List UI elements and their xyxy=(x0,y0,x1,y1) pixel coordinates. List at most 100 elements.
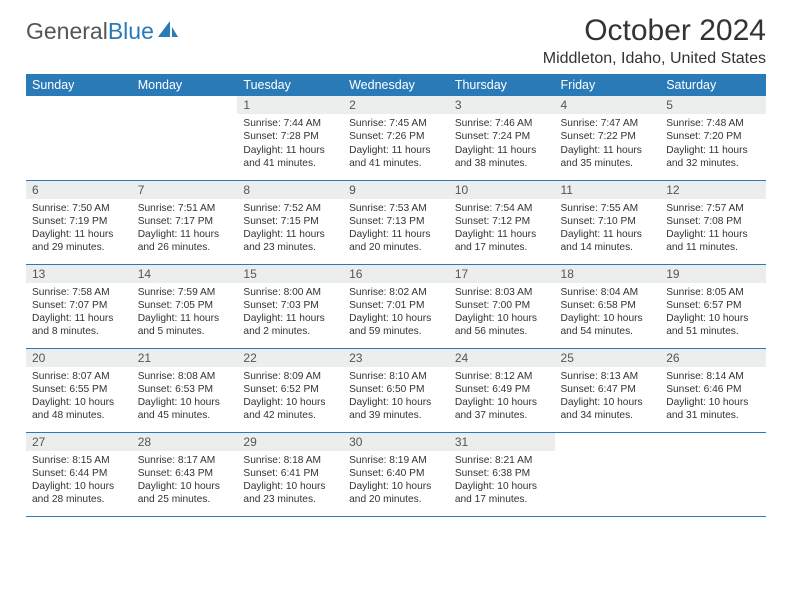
daylight-line: Daylight: 11 hours and 35 minutes. xyxy=(561,144,655,171)
day-body: Sunrise: 7:47 AMSunset: 7:22 PMDaylight:… xyxy=(555,114,661,174)
day-number: 30 xyxy=(343,433,449,451)
calendar-cell: 12Sunrise: 7:57 AMSunset: 7:08 PMDayligh… xyxy=(660,180,766,264)
sunset-line: Sunset: 7:10 PM xyxy=(561,215,655,228)
daylight-line: Daylight: 10 hours and 59 minutes. xyxy=(349,312,443,339)
day-body: Sunrise: 7:52 AMSunset: 7:15 PMDaylight:… xyxy=(237,199,343,259)
sunrise-line: Sunrise: 8:04 AM xyxy=(561,286,655,299)
daylight-line: Daylight: 10 hours and 51 minutes. xyxy=(666,312,760,339)
calendar-cell: 30Sunrise: 8:19 AMSunset: 6:40 PMDayligh… xyxy=(343,432,449,516)
sunset-line: Sunset: 7:07 PM xyxy=(32,299,126,312)
daylight-line: Daylight: 10 hours and 34 minutes. xyxy=(561,396,655,423)
calendar-row: 6 Sunrise: 7:50 AMSunset: 7:19 PM Daylight… xyxy=(26,180,766,264)
month-title: October 2024 xyxy=(543,14,766,48)
calendar-cell: 24Sunrise: 8:12 AMSunset: 6:49 PMDayligh… xyxy=(449,348,555,432)
sunset-line: Sunset: 6:38 PM xyxy=(455,467,549,480)
daylight-line: Daylight: 11 hours and 41 minutes. xyxy=(349,144,443,171)
sunrise-line: Sunrise: 8:05 AM xyxy=(666,286,760,299)
daylight-line: Daylight: 11 hours and 8 minutes. xyxy=(32,312,126,339)
sunrise-line: Sunrise: 8:09 AM xyxy=(243,370,337,383)
sunset-line: Sunset: 6:43 PM xyxy=(138,467,232,480)
day-body: Sunrise: 8:17 AMSunset: 6:43 PMDaylight:… xyxy=(132,451,238,511)
sunset-line: Sunset: 6:49 PM xyxy=(455,383,549,396)
calendar-cell: 3Sunrise: 7:46 AMSunset: 7:24 PMDaylight… xyxy=(449,96,555,180)
sunset-line: Sunset: 6:57 PM xyxy=(666,299,760,312)
day-number: 5 xyxy=(660,96,766,114)
day-number: 16 xyxy=(343,265,449,283)
calendar-row: 1Sunrise: 7:44 AMSunset: 7:28 PMDaylight… xyxy=(26,96,766,180)
calendar-cell: 14Sunrise: 7:59 AMSunset: 7:05 PMDayligh… xyxy=(132,264,238,348)
calendar-cell xyxy=(132,96,238,180)
day-body: Sunrise: 8:08 AMSunset: 6:53 PMDaylight:… xyxy=(132,367,238,427)
sunset-line: Sunset: 7:08 PM xyxy=(666,215,760,228)
sunset-line: Sunset: 7:12 PM xyxy=(455,215,549,228)
calendar-cell xyxy=(26,96,132,180)
day-body: Sunrise: 8:10 AMSunset: 6:50 PMDaylight:… xyxy=(343,367,449,427)
sunset-line: Sunset: 7:19 PM xyxy=(32,215,126,228)
day-number: 22 xyxy=(237,349,343,367)
day-body: Sunrise: 8:15 AMSunset: 6:44 PMDaylight:… xyxy=(26,451,132,511)
daylight-line: Daylight: 10 hours and 17 minutes. xyxy=(455,480,549,507)
calendar-cell: 25Sunrise: 8:13 AMSunset: 6:47 PMDayligh… xyxy=(555,348,661,432)
day-header: Tuesday xyxy=(237,74,343,96)
calendar-cell: 27Sunrise: 8:15 AMSunset: 6:44 PMDayligh… xyxy=(26,432,132,516)
day-body: Sunrise: 8:13 AMSunset: 6:47 PMDaylight:… xyxy=(555,367,661,427)
sunset-line: Sunset: 7:20 PM xyxy=(666,130,760,143)
sunset-line: Sunset: 6:44 PM xyxy=(32,467,126,480)
daylight-line: Daylight: 10 hours and 42 minutes. xyxy=(243,396,337,423)
day-number: 25 xyxy=(555,349,661,367)
daylight-line: Daylight: 11 hours and 11 minutes. xyxy=(666,228,760,255)
daylight-line: Daylight: 11 hours and 23 minutes. xyxy=(243,228,337,255)
daylight-line: Daylight: 10 hours and 54 minutes. xyxy=(561,312,655,339)
day-body: Sunrise: 8:07 AMSunset: 6:55 PMDaylight:… xyxy=(26,367,132,427)
sunset-line: Sunset: 6:40 PM xyxy=(349,467,443,480)
sunset-line: Sunset: 7:22 PM xyxy=(561,130,655,143)
sunrise-line: Sunrise: 7:46 AM xyxy=(455,117,549,130)
sunset-line: Sunset: 7:13 PM xyxy=(349,215,443,228)
sunrise-line: Sunrise: 8:13 AM xyxy=(561,370,655,383)
daylight-line: Daylight: 11 hours and 14 minutes. xyxy=(561,228,655,255)
calendar-cell: 7Sunrise: 7:51 AMSunset: 7:17 PMDaylight… xyxy=(132,180,238,264)
calendar-cell xyxy=(555,432,661,516)
sunrise-line: Sunrise: 8:07 AM xyxy=(32,370,126,383)
day-number: 24 xyxy=(449,349,555,367)
daylight-line: Daylight: 11 hours and 17 minutes. xyxy=(455,228,549,255)
day-header: Wednesday xyxy=(343,74,449,96)
sunrise-line: Sunrise: 8:02 AM xyxy=(349,286,443,299)
daylight-line: Daylight: 11 hours and 32 minutes. xyxy=(666,144,760,171)
sunrise-line: Sunrise: 7:50 AM xyxy=(32,202,126,215)
day-body: Sunrise: 8:02 AMSunset: 7:01 PMDaylight:… xyxy=(343,283,449,343)
day-number: 14 xyxy=(132,265,238,283)
sunrise-line: Sunrise: 7:47 AM xyxy=(561,117,655,130)
sunset-line: Sunset: 6:53 PM xyxy=(138,383,232,396)
day-number: 23 xyxy=(343,349,449,367)
calendar-row: 13Sunrise: 7:58 AMSunset: 7:07 PMDayligh… xyxy=(26,264,766,348)
day-body: Sunrise: 7:58 AMSunset: 7:07 PMDaylight:… xyxy=(26,283,132,343)
day-body: Sunrise: 7:45 AMSunset: 7:26 PMDaylight:… xyxy=(343,114,449,174)
day-body: Sunrise: 8:09 AMSunset: 6:52 PMDaylight:… xyxy=(237,367,343,427)
day-number: 26 xyxy=(660,349,766,367)
calendar-cell: 2Sunrise: 7:45 AMSunset: 7:26 PMDaylight… xyxy=(343,96,449,180)
calendar-cell: 23Sunrise: 8:10 AMSunset: 6:50 PMDayligh… xyxy=(343,348,449,432)
calendar-cell: 10Sunrise: 7:54 AMSunset: 7:12 PMDayligh… xyxy=(449,180,555,264)
day-number: 18 xyxy=(555,265,661,283)
sunset-line: Sunset: 7:03 PM xyxy=(243,299,337,312)
daylight-line: Daylight: 10 hours and 56 minutes. xyxy=(455,312,549,339)
calendar-body: 1Sunrise: 7:44 AMSunset: 7:28 PMDaylight… xyxy=(26,96,766,516)
calendar-cell: 16Sunrise: 8:02 AMSunset: 7:01 PMDayligh… xyxy=(343,264,449,348)
daylight-line: Daylight: 11 hours and 5 minutes. xyxy=(138,312,232,339)
day-body: Sunrise: 8:12 AMSunset: 6:49 PMDaylight:… xyxy=(449,367,555,427)
title-block: October 2024 Middleton, Idaho, United St… xyxy=(543,14,766,68)
sunrise-line: Sunrise: 7:53 AM xyxy=(349,202,443,215)
sunset-line: Sunset: 6:41 PM xyxy=(243,467,337,480)
sunrise-line: Sunrise: 8:03 AM xyxy=(455,286,549,299)
calendar-cell: 20Sunrise: 8:07 AMSunset: 6:55 PMDayligh… xyxy=(26,348,132,432)
day-number: 10 xyxy=(449,181,555,199)
day-number: 7 xyxy=(132,181,238,199)
calendar-cell: 9Sunrise: 7:53 AMSunset: 7:13 PMDaylight… xyxy=(343,180,449,264)
sunrise-line: Sunrise: 8:15 AM xyxy=(32,454,126,467)
sunset-line: Sunset: 7:24 PM xyxy=(455,130,549,143)
daylight-line: Daylight: 10 hours and 25 minutes. xyxy=(138,480,232,507)
day-number: 6 xyxy=(26,181,132,199)
calendar-cell: 18Sunrise: 8:04 AMSunset: 6:58 PMDayligh… xyxy=(555,264,661,348)
sunrise-line: Sunrise: 8:12 AM xyxy=(455,370,549,383)
